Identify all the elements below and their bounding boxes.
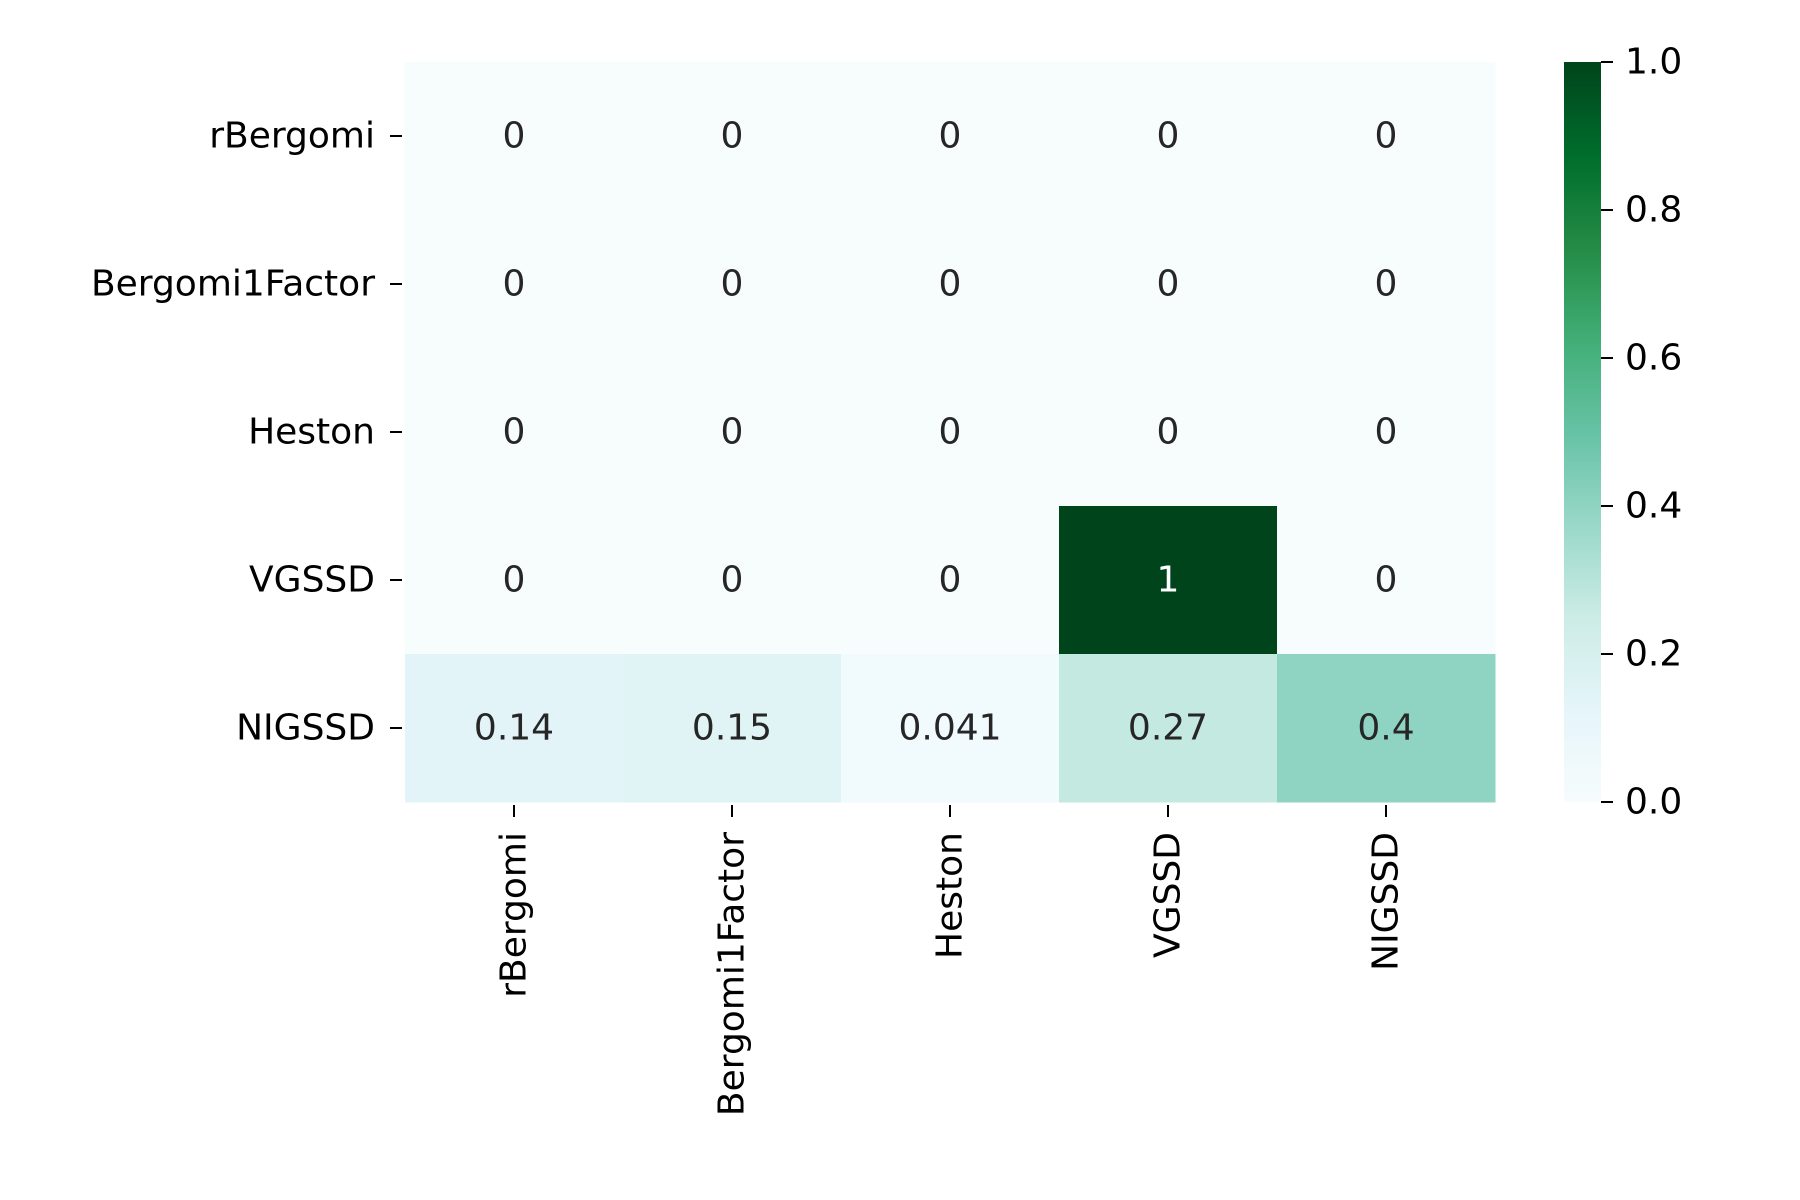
heatmap-cell xyxy=(1059,358,1278,507)
cell-value-label: 0 xyxy=(503,412,526,453)
heatmap-cell xyxy=(1277,654,1496,803)
cell-value-label: 0 xyxy=(939,264,962,305)
cell-value-label: 0 xyxy=(721,116,744,157)
cell-value-label: 0.041 xyxy=(898,708,1001,749)
heatmap-cell xyxy=(405,506,624,655)
y-tick-label: VGSSD xyxy=(249,560,375,601)
heatmap-cell xyxy=(841,210,1060,359)
heatmap-cell xyxy=(841,506,1060,655)
cell-value-label: 0 xyxy=(721,560,744,601)
heatmap-cell xyxy=(623,62,842,211)
cell-value-label: 0.27 xyxy=(1128,708,1208,749)
cell-value-label: 0 xyxy=(1157,264,1180,305)
cell-value-label: 0 xyxy=(1157,116,1180,157)
x-tick-label: VGSSD xyxy=(1148,832,1189,958)
heatmap-cell xyxy=(841,654,1060,803)
colorbar-tick-label: 0.0 xyxy=(1625,782,1682,823)
heatmap-cell xyxy=(841,62,1060,211)
cell-value-label: 0 xyxy=(1375,116,1398,157)
heatmap-annotations: 0 0 0 0 0 0 0 0 0 0 0 0 0 0 0 0 0 0 1 0 0.14 0.15 0.041 0.27 0.4 xyxy=(474,116,1415,749)
cell-value-label: 0 xyxy=(503,560,526,601)
heatmap-cell xyxy=(405,654,624,803)
colorbar-tick-label: 1.0 xyxy=(1625,42,1682,83)
heatmap-cell xyxy=(1059,210,1278,359)
colorbar-gradient xyxy=(1564,62,1601,802)
cell-value-label: 0.15 xyxy=(692,708,772,749)
colorbar: 0.0 0.2 0.4 0.6 0.8 1.0 xyxy=(1564,42,1682,823)
cell-value-label: 0 xyxy=(939,412,962,453)
heatmap-cell xyxy=(405,210,624,359)
y-tick-label: NIGSSD xyxy=(236,708,375,749)
y-tick-label: Bergomi1Factor xyxy=(91,264,375,305)
x-tick-label: Bergomi1Factor xyxy=(712,832,753,1116)
heatmap-cell xyxy=(623,358,842,507)
x-tick-label: Heston xyxy=(930,832,971,959)
colorbar-ticks: 0.0 0.2 0.4 0.6 0.8 1.0 xyxy=(1601,42,1682,823)
cell-value-label: 0 xyxy=(721,264,744,305)
cell-value-label: 0 xyxy=(503,264,526,305)
cell-value-label: 0 xyxy=(1157,412,1180,453)
heatmap-cell xyxy=(623,506,842,655)
colorbar-tick-label: 0.4 xyxy=(1625,486,1682,527)
x-axis: rBergomi Bergomi1Factor Heston VGSSD NIGSSD xyxy=(494,805,1407,1116)
heatmap-cell xyxy=(1277,358,1496,507)
cell-value-label: 0 xyxy=(1375,264,1398,305)
cell-value-label: 1 xyxy=(1157,560,1180,601)
cell-value-label: 0 xyxy=(721,412,744,453)
colorbar-tick-label: 0.8 xyxy=(1625,190,1682,231)
heatmap-cells xyxy=(405,62,1496,803)
y-axis: rBergomi Bergomi1Factor Heston VGSSD NIGSSD xyxy=(91,116,402,749)
y-tick-label: rBergomi xyxy=(209,116,375,157)
heatmap-cell xyxy=(1277,62,1496,211)
cell-value-label: 0 xyxy=(1375,412,1398,453)
heatmap-cell xyxy=(1059,62,1278,211)
heatmap-cell xyxy=(841,358,1060,507)
heatmap-cell xyxy=(1277,506,1496,655)
colorbar-tick-label: 0.6 xyxy=(1625,338,1682,379)
y-tick-label: Heston xyxy=(248,412,375,453)
heatmap-cell xyxy=(623,210,842,359)
colorbar-tick-label: 0.2 xyxy=(1625,634,1682,675)
heatmap-cell xyxy=(623,654,842,803)
cell-value-label: 0.14 xyxy=(474,708,554,749)
heatmap-cell xyxy=(1059,506,1278,655)
cell-value-label: 0 xyxy=(1375,560,1398,601)
x-tick-label: rBergomi xyxy=(494,832,535,998)
heatmap-cell xyxy=(1059,654,1278,803)
cell-value-label: 0 xyxy=(939,560,962,601)
cell-value-label: 0 xyxy=(503,116,526,157)
x-tick-label: NIGSSD xyxy=(1366,832,1407,971)
heatmap-cell xyxy=(405,62,624,211)
heatmap-cell xyxy=(1277,210,1496,359)
cell-value-label: 0 xyxy=(939,116,962,157)
heatmap-cell xyxy=(405,358,624,507)
cell-value-label: 0.4 xyxy=(1357,708,1414,749)
